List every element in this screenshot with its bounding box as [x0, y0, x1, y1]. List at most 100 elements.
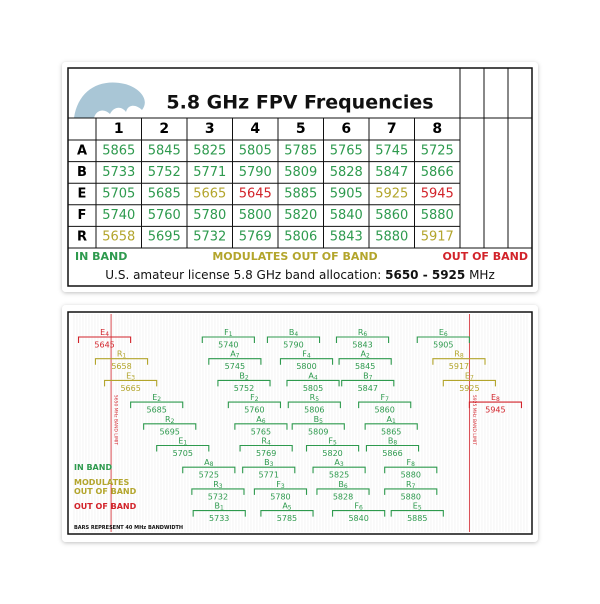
- frequency-label: 5800: [296, 362, 316, 371]
- channel-label: R4: [261, 436, 271, 446]
- frequency-label: 5725: [199, 471, 219, 480]
- channel-label: B1: [215, 501, 225, 511]
- channel-label: F5: [328, 436, 337, 446]
- channel-bar: R6 5843: [335, 328, 390, 350]
- frequency-cell: 5705: [102, 187, 135, 202]
- frequency-cell: 5905: [330, 187, 363, 202]
- band-letter: E: [413, 501, 418, 510]
- channel-number: 2: [171, 417, 175, 424]
- frequency-label: 5733: [209, 514, 229, 523]
- row-header: A: [77, 143, 87, 158]
- frequency-label: 5865: [381, 427, 401, 436]
- column-header: 5: [296, 121, 306, 137]
- band-letter: R: [310, 393, 316, 402]
- column-header: 3: [205, 121, 215, 137]
- channel-label: A1: [387, 414, 396, 424]
- band-letter: R: [406, 479, 412, 488]
- frequency-label: 5880: [401, 492, 421, 501]
- frequency-label: 5769: [256, 449, 276, 458]
- note-note_prefix: BARS REPRESENT: [74, 525, 125, 531]
- band-letter: E: [126, 371, 131, 380]
- band-letter: A: [256, 414, 262, 423]
- channel-label: R5: [310, 393, 320, 403]
- channel-label: R3: [213, 479, 223, 489]
- band-letter: A: [204, 458, 210, 467]
- frequency-label: 5885: [407, 514, 427, 523]
- frequency-label: 5658: [111, 362, 131, 371]
- channel-number: 1: [392, 417, 396, 424]
- frequency-cell: 5665: [193, 187, 226, 202]
- bandwidth-bar: [130, 401, 184, 409]
- bandwidth-bar: [291, 423, 345, 430]
- diagram-frame: [67, 311, 533, 535]
- channel-bar: F5 5820: [305, 436, 360, 458]
- bandwidth-bar: [316, 488, 370, 495]
- band-letter: B: [314, 414, 320, 423]
- frequency-cell: 5806: [284, 230, 317, 245]
- channel-label: R2: [165, 414, 175, 424]
- frequency-label: 5917: [449, 362, 469, 371]
- channel-label: A7: [230, 349, 239, 359]
- table-frame: [67, 67, 533, 287]
- channel-bar: A3 5825: [312, 458, 366, 480]
- frequency-cell: 5825: [193, 143, 226, 158]
- note-bandwidth: 40: [125, 525, 132, 531]
- bandwidth-bar: [191, 488, 245, 495]
- frequency-label: 5905: [433, 341, 453, 350]
- column-header: 4: [250, 121, 260, 137]
- band-letter: E: [465, 371, 470, 380]
- bandwidth-bar: [365, 444, 420, 452]
- allocation-prefix: U.S. amateur license 5.8 GHz band alloca…: [105, 268, 385, 282]
- channel-label: E5: [413, 501, 422, 511]
- channel-label: B5: [314, 414, 324, 424]
- channel-number: 5: [333, 439, 337, 446]
- frequency-cell: 5771: [193, 165, 226, 180]
- channel-number: 3: [219, 482, 223, 489]
- frequency-label: 5845: [355, 362, 375, 371]
- band-letter: R: [261, 436, 267, 445]
- channel-bar: R3 5732: [191, 479, 245, 501]
- channel-number: 8: [496, 396, 500, 403]
- row-header: F: [78, 208, 87, 223]
- bandwidth-bar: [217, 379, 271, 387]
- channel-label: R1: [117, 349, 127, 359]
- channel-label: B3: [264, 458, 274, 468]
- bandwidth-bar: [182, 466, 236, 474]
- column-header: 6: [341, 121, 351, 137]
- band-letter: F: [407, 458, 412, 467]
- band-letter: B: [289, 328, 295, 337]
- frequency-cell: 5925: [375, 187, 408, 202]
- channel-number: 3: [340, 461, 344, 468]
- frequency-cell: 5820: [284, 208, 317, 223]
- channel-number: 4: [267, 439, 271, 446]
- channel-number: 3: [131, 374, 135, 381]
- channel-bar: F1 5740: [201, 328, 255, 350]
- frequency-label: 5665: [120, 384, 140, 393]
- band-letter: B: [338, 479, 344, 488]
- band-letter: F: [354, 501, 359, 510]
- frequency-label: 5645: [94, 341, 114, 350]
- channel-bar: E4 5645: [77, 328, 132, 350]
- band-letter: F: [302, 349, 307, 358]
- frequency-label: 5880: [401, 471, 421, 480]
- frequency-cell: 5769: [239, 230, 272, 245]
- bandwidth-bar: [384, 488, 438, 495]
- legend-item: IN BAND: [75, 250, 127, 263]
- frequency-label: 5771: [259, 471, 279, 480]
- band-letter: E: [439, 328, 444, 337]
- channel-number: 1: [183, 439, 187, 446]
- channel-number: 8: [393, 439, 397, 446]
- channel-bar: B8 5866: [365, 436, 420, 458]
- channel-label: E1: [178, 436, 187, 446]
- bandwidth-bar: [94, 358, 149, 365]
- top-card: [62, 62, 538, 292]
- band-letter: F: [250, 393, 255, 402]
- band-letter: E: [152, 393, 157, 402]
- band-letter: A: [282, 501, 288, 510]
- frequency-cell: 5917: [421, 230, 454, 245]
- channel-number: 7: [470, 374, 474, 381]
- frequency-label: 5847: [358, 384, 378, 393]
- channel-label: B7: [363, 371, 373, 381]
- channel-label: F2: [250, 393, 259, 403]
- channel-number: 1: [229, 331, 233, 338]
